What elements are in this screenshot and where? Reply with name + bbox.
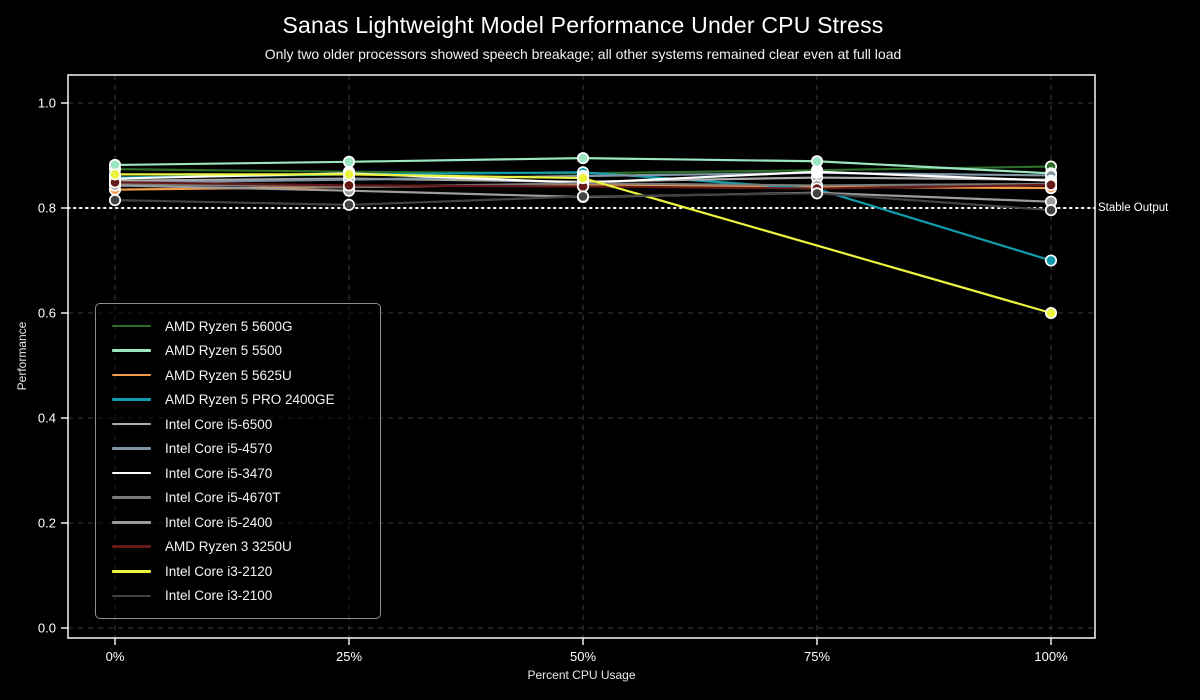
y-tick-label: 0.0 bbox=[38, 621, 56, 636]
legend-item: AMD Ryzen 5 PRO 2400GE bbox=[112, 388, 380, 412]
legend-item: AMD Ryzen 3 3250U bbox=[112, 535, 380, 559]
plot-border bbox=[67, 74, 1096, 639]
data-point-marker bbox=[576, 152, 590, 165]
x-axis-label: Percent CPU Usage bbox=[527, 668, 636, 682]
chart-header: Sanas Lightweight Model Performance Unde… bbox=[0, 12, 1166, 62]
x-tick-label: 25% bbox=[336, 649, 362, 664]
x-tick-label: 75% bbox=[804, 649, 830, 664]
data-point-marker bbox=[576, 190, 590, 203]
legend-color-swatch bbox=[112, 545, 151, 549]
data-point-marker bbox=[810, 165, 824, 178]
data-point-marker bbox=[1044, 306, 1058, 320]
data-point-marker bbox=[342, 168, 356, 181]
legend-label: AMD Ryzen 5 5600G bbox=[165, 318, 293, 334]
data-point-marker bbox=[1044, 204, 1058, 217]
data-point-marker bbox=[108, 168, 122, 181]
legend-color-swatch bbox=[112, 324, 151, 328]
legend-label: Intel Core i5-3470 bbox=[165, 465, 273, 481]
legend-item: Intel Core i5-4570 bbox=[112, 437, 380, 461]
data-point-marker bbox=[1044, 178, 1058, 191]
legend-label: Intel Core i5-2400 bbox=[165, 514, 273, 530]
legend-color-swatch bbox=[112, 570, 151, 573]
y-tick-label: 0.8 bbox=[38, 201, 56, 216]
legend-item: Intel Core i3-2100 bbox=[112, 584, 380, 608]
y-tick-label: 1.0 bbox=[38, 96, 56, 111]
legend-item: AMD Ryzen 5 5600G bbox=[112, 314, 380, 338]
y-tick-label: 0.6 bbox=[38, 306, 56, 321]
data-point-marker bbox=[576, 172, 590, 185]
chart-legend: AMD Ryzen 5 5600G AMD Ryzen 5 5500 AMD Ryz… bbox=[95, 303, 381, 619]
legend-color-swatch bbox=[112, 398, 151, 401]
y-tick-label: 0.2 bbox=[38, 516, 56, 531]
threshold-annotation: Stable Output bbox=[1098, 202, 1169, 214]
legend-color-swatch bbox=[112, 594, 151, 598]
series-line bbox=[115, 173, 1052, 315]
data-point-marker bbox=[810, 187, 824, 200]
chart-title: Sanas Lightweight Model Performance Unde… bbox=[282, 12, 884, 38]
data-point-marker bbox=[342, 198, 356, 211]
data-point-marker bbox=[1044, 254, 1058, 267]
y-tick-label: 0.4 bbox=[38, 411, 56, 426]
data-point-marker bbox=[342, 155, 356, 168]
legend-label: AMD Ryzen 3 3250U bbox=[165, 539, 292, 555]
data-point-marker bbox=[810, 155, 824, 168]
legend-item: AMD Ryzen 5 5500 bbox=[112, 339, 380, 363]
legend-color-swatch bbox=[112, 520, 151, 524]
legend-item: Intel Core i5-6500 bbox=[112, 412, 380, 436]
x-tick-label: 0% bbox=[106, 649, 125, 664]
data-point-marker bbox=[342, 179, 356, 192]
x-tick-label: 50% bbox=[570, 649, 596, 664]
legend-item: Intel Core i5-4670T bbox=[112, 486, 380, 510]
legend-label: AMD Ryzen 5 5500 bbox=[165, 343, 283, 359]
legend-color-swatch bbox=[112, 422, 151, 426]
chart-subtitle: Only two older processors showed speech … bbox=[264, 46, 902, 62]
legend-color-swatch bbox=[112, 447, 151, 450]
legend-color-swatch bbox=[112, 373, 151, 377]
legend-item: AMD Ryzen 5 5625U bbox=[112, 363, 380, 387]
legend-color-swatch bbox=[112, 349, 151, 352]
legend-label: Intel Core i5-6500 bbox=[165, 416, 273, 432]
legend-label: Intel Core i5-4670T bbox=[165, 490, 281, 506]
legend-label: Intel Core i3-2120 bbox=[165, 563, 273, 579]
legend-color-swatch bbox=[112, 471, 151, 475]
data-point-marker bbox=[108, 194, 122, 207]
legend-label: Intel Core i5-4570 bbox=[165, 441, 273, 457]
legend-item: Intel Core i3-2120 bbox=[112, 559, 380, 583]
legend-label: AMD Ryzen 5 5625U bbox=[165, 367, 292, 383]
legend-item: Intel Core i5-2400 bbox=[112, 510, 380, 534]
y-axis-label: Performance bbox=[15, 321, 29, 391]
legend-item: Intel Core i5-3470 bbox=[112, 461, 380, 485]
x-tick-label: 100% bbox=[1034, 649, 1068, 664]
legend-color-swatch bbox=[112, 496, 151, 500]
legend-label: AMD Ryzen 5 PRO 2400GE bbox=[165, 392, 335, 408]
legend-label: Intel Core i3-2100 bbox=[165, 588, 273, 604]
